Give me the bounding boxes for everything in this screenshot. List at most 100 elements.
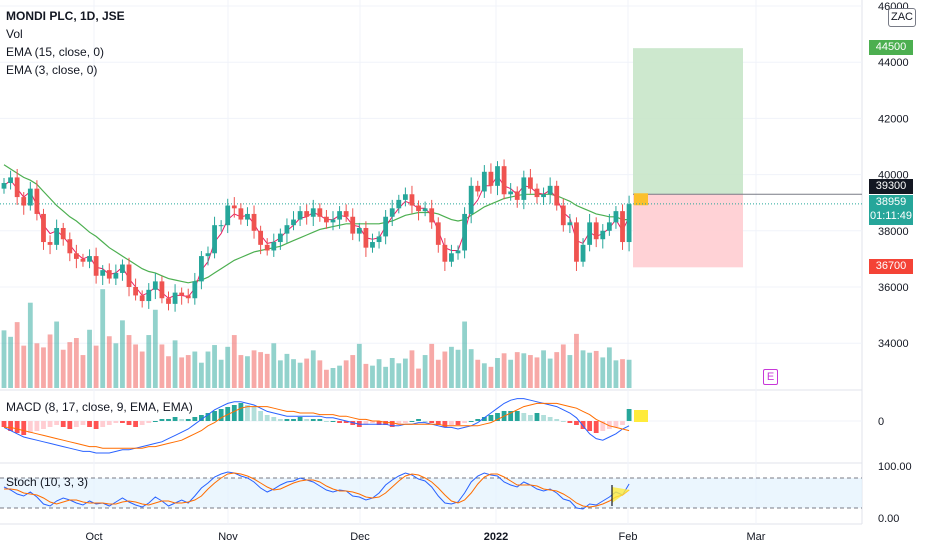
macd-histogram-bar (626, 409, 632, 421)
volume-bar (14, 322, 20, 388)
volume-bar (297, 362, 303, 388)
time-tick-label: Nov (218, 531, 238, 543)
volume-bar (376, 359, 382, 388)
macd-histogram-bar (297, 417, 303, 421)
volume-bar (534, 357, 540, 388)
position-marker (634, 193, 648, 206)
currency-button[interactable]: ZAC (888, 8, 916, 27)
macd-marker (634, 410, 648, 422)
volume-bar (416, 368, 421, 388)
macd-histogram-bar (574, 421, 579, 425)
candle-body (146, 289, 152, 302)
macd-histogram-bar (508, 411, 514, 421)
candle-body (508, 191, 514, 195)
candle-body (126, 264, 132, 287)
stoch-band (0, 478, 862, 508)
macd-histogram-bar (87, 421, 92, 427)
macd-histogram-bar (554, 419, 560, 421)
volume-bar (495, 358, 500, 388)
stop-zone (633, 194, 743, 268)
candle-body (34, 188, 40, 214)
candle-body (73, 253, 79, 259)
ema-lines (3, 164, 630, 299)
volume-bar (106, 336, 112, 388)
candle-body (67, 239, 73, 254)
macd-legend[interactable]: MACD (8, 17, close, 9, EMA, EMA) (6, 400, 193, 414)
time-tick-label: Mar (747, 531, 766, 543)
candle-body (179, 292, 185, 296)
stoch-marker (612, 487, 630, 503)
candle-body (41, 213, 46, 243)
macd-histogram-bar (429, 421, 435, 423)
macd-histogram-bar (376, 421, 382, 425)
macd-histogram-bar (47, 421, 53, 427)
macd-histogram-bar (1, 421, 7, 427)
time-tick-label: Oct (85, 531, 102, 543)
candle-body (271, 242, 277, 251)
volume-bar (547, 358, 553, 388)
ema15-legend[interactable]: EMA (15, close, 0) (6, 45, 105, 59)
macd-histogram-bar (225, 407, 231, 421)
volume-bar (41, 347, 46, 388)
macd-histogram-bar (310, 419, 316, 421)
stoch-legend[interactable]: Stoch (10, 3, 3) (6, 475, 89, 489)
volume-bar (363, 363, 369, 388)
volume-bar (317, 360, 323, 388)
volume-bar (422, 355, 428, 388)
macd-histogram-bar (462, 421, 467, 423)
candle-body (139, 295, 145, 302)
candle-body (185, 295, 191, 299)
price-tick-label: 42000 (878, 113, 909, 125)
macd-histogram-bar (567, 421, 573, 423)
macd-histogram-bar (126, 421, 132, 425)
volume-bar (67, 342, 73, 388)
candle-body (251, 213, 257, 231)
macd-histogram-bar (324, 421, 329, 422)
price-tick-label: 40000 (878, 170, 909, 182)
volume-bar (409, 350, 415, 388)
volume-bar (593, 350, 599, 388)
candle-body (435, 222, 441, 245)
candle-body (626, 204, 632, 243)
volume-bar (587, 352, 593, 388)
macd-histogram-bar (416, 419, 421, 421)
volume-bar (205, 351, 211, 388)
macd-histogram-bar (34, 421, 40, 431)
candle-body (541, 194, 546, 198)
candle-body (225, 205, 231, 226)
macd-histogram-bar (620, 421, 625, 425)
volume-bar (435, 359, 441, 388)
volume-bar (343, 360, 349, 388)
macd-histogram-bar (370, 421, 375, 423)
stoch-pane[interactable] (0, 471, 862, 510)
macd-histogram-bar (593, 421, 599, 433)
price-candles[interactable] (1, 159, 632, 312)
ema3-legend[interactable]: EMA (3, close, 0) (6, 63, 98, 77)
macd-histogram-bar (330, 421, 336, 422)
macd-histogram-bar (264, 415, 270, 421)
candle-body (166, 298, 171, 304)
candle-body (475, 185, 481, 192)
candle-body (560, 205, 566, 226)
macd-histogram-bar (337, 421, 342, 423)
time-axis[interactable]: Oct Nov Dec 2022 Feb Mar (85, 531, 765, 543)
price-axis[interactable]: 460004400042000400003800036000340000100.… (878, 1, 912, 525)
macd-histogram-bar (277, 419, 283, 421)
candle-body (106, 270, 112, 279)
candle-body (356, 227, 362, 234)
volume-bar (442, 351, 448, 388)
volume-bar (330, 368, 336, 388)
candle-body (343, 211, 349, 217)
macd-histogram-bar (587, 421, 593, 431)
macd-histogram-bar (251, 407, 257, 421)
candle-body (554, 185, 560, 206)
volume-legend[interactable]: Vol (6, 27, 23, 41)
candle-body (87, 256, 92, 262)
earnings-marker[interactable]: E (763, 369, 778, 385)
macd-histogram-bar (185, 419, 191, 421)
macd-pane[interactable] (0, 398, 862, 454)
volume-bar (21, 345, 27, 388)
macd-histogram-bar (245, 405, 250, 421)
stop-price-badge: 36700 (869, 259, 913, 274)
